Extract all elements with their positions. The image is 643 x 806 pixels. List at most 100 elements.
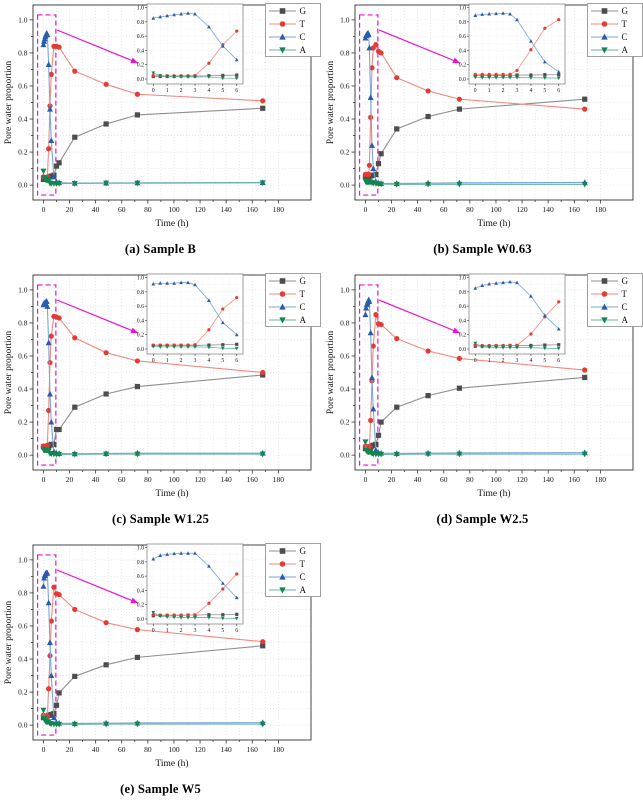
inset-plot: 0 1 2 3 4 5 6 0.0 0.2 0.4 0.6 0.8 1.0 (459, 3, 566, 94)
svg-text:C: C (300, 302, 306, 312)
svg-text:1: 1 (166, 358, 169, 364)
svg-text:100: 100 (490, 475, 502, 484)
y-axis-label: Pore water proportion (4, 601, 14, 685)
svg-text:1.0: 1.0 (18, 285, 28, 294)
inset-plot: 0 1 2 3 4 5 6 0.0 0.2 0.4 0.6 0.8 1.0 (137, 3, 244, 94)
svg-text:60: 60 (440, 475, 448, 484)
svg-text:6: 6 (235, 358, 238, 364)
svg-text:2: 2 (180, 628, 183, 634)
svg-text:80: 80 (466, 475, 474, 484)
svg-text:0.4: 0.4 (137, 318, 144, 324)
highlight-box (358, 14, 379, 196)
svg-text:60: 60 (118, 205, 126, 214)
axis-ticks: 0 20 40 60 80 100 120 140 160 1800.00.20.40.60.81… (340, 285, 606, 484)
svg-text:60: 60 (118, 745, 126, 754)
svg-text:3: 3 (194, 88, 197, 94)
highlight-box (36, 284, 57, 466)
svg-text:140: 140 (543, 475, 555, 484)
svg-text:0.8: 0.8 (18, 319, 28, 328)
svg-text:A: A (622, 45, 629, 55)
svg-text:0: 0 (474, 358, 477, 364)
svg-text:120: 120 (194, 475, 206, 484)
x-axis-label: Time (h) (155, 758, 188, 769)
svg-text:100: 100 (168, 745, 180, 754)
svg-text:4: 4 (207, 628, 210, 634)
svg-text:Pore water proportion: Pore water proportion (4, 601, 14, 685)
svg-text:80: 80 (466, 205, 474, 214)
svg-text:180: 180 (273, 475, 285, 484)
svg-text:T: T (300, 19, 306, 29)
inset-series-A (151, 611, 239, 621)
svg-text:0.0: 0.0 (459, 77, 466, 83)
svg-text:0.4: 0.4 (340, 385, 350, 394)
svg-text:Time (h): Time (h) (155, 758, 188, 769)
y-axis-label: Pore water proportion (326, 331, 336, 415)
svg-text:60: 60 (440, 205, 448, 214)
svg-text:0.4: 0.4 (18, 385, 28, 394)
gridlines (33, 545, 311, 740)
svg-text:T: T (300, 559, 306, 569)
inset-plot: 0 1 2 3 4 5 6 0.0 0.2 0.4 0.6 0.8 1.0 (137, 273, 244, 364)
series-T (40, 313, 266, 449)
svg-text:A: A (622, 315, 629, 325)
svg-text:80: 80 (144, 205, 152, 214)
inset-series-A (473, 75, 561, 81)
svg-text:160: 160 (247, 205, 259, 214)
svg-text:0.0: 0.0 (340, 451, 350, 460)
svg-text:1.0: 1.0 (459, 276, 466, 282)
legend-item-A: A (591, 315, 629, 325)
legend-item-G: G (269, 546, 307, 556)
svg-text:0.8: 0.8 (137, 290, 144, 296)
svg-text:Time (h): Time (h) (477, 488, 510, 499)
svg-text:2: 2 (180, 88, 183, 94)
series-G (362, 374, 588, 452)
highlight-box (358, 284, 379, 466)
legend-item-G: G (269, 6, 307, 16)
svg-text:80: 80 (144, 745, 152, 754)
highlight-box (36, 14, 57, 196)
svg-text:0.4: 0.4 (340, 115, 350, 124)
y-axis-label: Pore water proportion (4, 331, 14, 415)
svg-text:0.6: 0.6 (137, 304, 144, 310)
svg-text:160: 160 (569, 205, 581, 214)
legend-item-A: A (269, 45, 307, 55)
inset-series-C (473, 11, 561, 74)
axis-ticks: 0 20 40 60 80 100 120 140 160 1800.00.20.40.60.81… (18, 285, 284, 484)
svg-text:3: 3 (516, 358, 519, 364)
series-T (362, 42, 588, 177)
svg-text:C: C (300, 32, 306, 42)
svg-text:0: 0 (42, 745, 46, 754)
series-G (362, 96, 588, 180)
svg-text:20: 20 (388, 205, 396, 214)
svg-text:2: 2 (180, 358, 183, 364)
svg-text:C: C (622, 32, 628, 42)
svg-text:0.8: 0.8 (459, 290, 466, 296)
svg-text:0: 0 (152, 358, 155, 364)
inset-series-T (473, 18, 561, 76)
svg-text:Pore water proportion: Pore water proportion (326, 331, 336, 415)
svg-text:160: 160 (247, 475, 259, 484)
inset-arrow (56, 569, 139, 604)
inset-arrow (56, 29, 139, 64)
svg-text:0.6: 0.6 (18, 622, 28, 631)
inset-series-A (151, 71, 239, 81)
svg-text:40: 40 (92, 475, 100, 484)
legend-item-C: C (591, 32, 628, 42)
svg-text:T: T (300, 289, 306, 299)
legend-item-T: T (269, 559, 306, 569)
svg-text:40: 40 (414, 205, 422, 214)
svg-text:100: 100 (490, 205, 502, 214)
svg-text:20: 20 (66, 745, 74, 754)
subplot-e: 0 20 40 60 80 100 120 140 160 180 0.0 0.2 0.4 0.6 0.8 1… (0, 540, 321, 806)
inset-arrow (378, 29, 461, 64)
svg-text:G: G (622, 276, 629, 286)
svg-text:0: 0 (42, 205, 46, 214)
svg-text:0.0: 0.0 (18, 451, 28, 460)
svg-text:6: 6 (235, 88, 238, 94)
svg-text:120: 120 (516, 475, 528, 484)
chart-sample-w5: 0 20 40 60 80 100 120 140 160 1800.00.20.40.60.81… (4, 543, 321, 769)
svg-text:0.4: 0.4 (459, 48, 466, 54)
svg-text:4: 4 (529, 358, 532, 364)
svg-text:100: 100 (168, 205, 180, 214)
